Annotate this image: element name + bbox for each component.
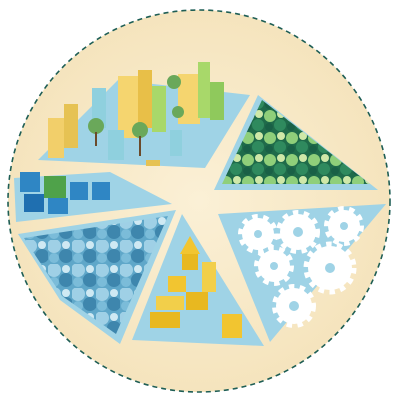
cubes-slice xyxy=(14,172,172,222)
green-slice xyxy=(214,95,378,190)
blue-slice xyxy=(18,210,176,344)
yellow-slice xyxy=(132,214,264,346)
city-slice xyxy=(38,62,250,168)
gears-slice xyxy=(218,204,386,342)
